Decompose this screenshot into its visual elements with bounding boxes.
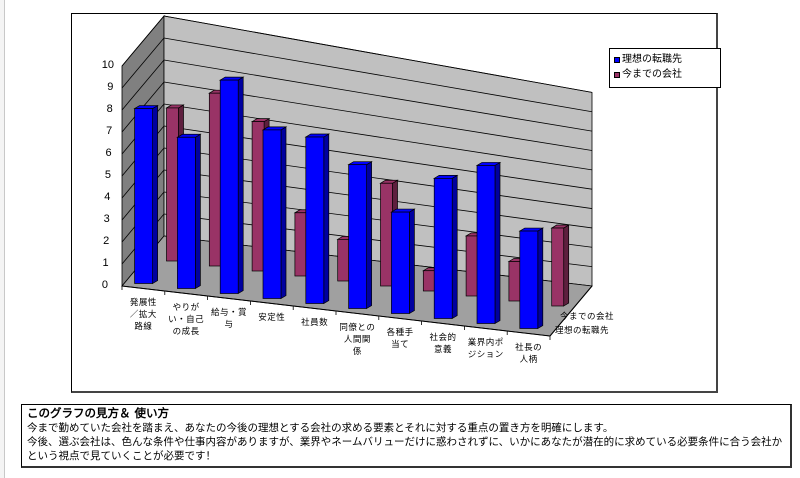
x-category-label: 各種手 当て: [386, 327, 414, 350]
y-tick-label: 0: [101, 279, 108, 291]
bar-current: [508, 261, 522, 302]
gridline: [163, 15, 593, 93]
bar-chart-3d: [121, 14, 593, 340]
x-category-label: 発展性 ／拡大 路線: [129, 297, 157, 332]
y-tick-label: 9: [107, 81, 114, 93]
bar-ideal: [305, 136, 325, 304]
bar-ideal-side: [537, 227, 544, 330]
bar-current: [208, 92, 222, 267]
bar-current: [422, 270, 436, 292]
y-tick-label: 3: [103, 213, 110, 225]
bar-ideal: [219, 79, 239, 294]
bar-ideal: [348, 164, 367, 309]
bar-current-side: [563, 224, 570, 307]
bar-ideal: [262, 129, 282, 299]
bar-ideal: [519, 230, 539, 329]
x-category-label: 社長の 人柄: [515, 342, 543, 365]
bar-current: [294, 212, 308, 277]
x-axis-line: [121, 285, 551, 337]
y-tick-label: 2: [103, 235, 110, 247]
legend-label: 理想の転職先: [622, 54, 682, 65]
bar-ideal-side: [366, 161, 372, 310]
side-gridline: [121, 37, 165, 89]
bar-current: [465, 235, 479, 297]
side-gridline: [121, 15, 165, 67]
x-category-label: 業界内ポ ジション: [467, 337, 504, 360]
legend-swatch-magenta-icon: [614, 71, 620, 78]
bar-current: [380, 182, 393, 287]
y-tick-label: 5: [104, 169, 111, 181]
y-tick-label: 8: [106, 103, 113, 115]
legend-label: 今までの会社: [622, 69, 682, 80]
y-tick-label: 1: [102, 257, 109, 269]
gridline: [163, 59, 593, 132]
bar-ideal: [134, 108, 153, 284]
legend-swatch-blue-icon: [614, 56, 620, 63]
x-category-label: やりが い・自己 の成長: [168, 302, 205, 337]
note-line-1: 今まで勤めていた会社を踏まえ、あなたの今後の理想とする会社の求める要素とそれに対…: [27, 422, 614, 434]
legend-item-current: 今までの会社: [614, 67, 720, 82]
depth-axis-label-current: 今までの会社: [560, 312, 615, 322]
bar-ideal: [476, 165, 496, 324]
gridline: [163, 37, 593, 113]
x-category-label: 同僚との 人間関 係: [339, 322, 376, 357]
note-line-2: 今後、選ぶ会社は、色んな条件や仕事内容がありますが、業界やネームバリューだけに惑…: [27, 436, 783, 462]
note-title: このグラフの見方＆ 使い方: [27, 406, 170, 420]
y-tick-label: 7: [106, 125, 113, 137]
x-category-label: 社会的 意義: [429, 332, 457, 355]
bar-ideal-side: [323, 133, 330, 305]
x-category-label: 安定性: [258, 312, 286, 323]
bar-ideal-side: [280, 126, 287, 300]
depth-axis-label-ideal: 理想の転職先: [555, 326, 610, 336]
side-gridline: [121, 59, 165, 111]
sheet-left-gutter: [0, 0, 5, 478]
chart-area[interactable]: 0 1 2 3 4 5 6 7 8 9 10 発展性 ／拡大 路線 やりが い・自己 の成長 給与・賞 …: [71, 13, 721, 393]
bar-ideal-side: [195, 133, 201, 290]
bar-current: [251, 121, 265, 272]
bar-ideal: [433, 178, 453, 319]
bar-ideal-side: [237, 76, 244, 295]
y-tick-label: 4: [104, 191, 111, 203]
usage-note-textbox[interactable]: このグラフの見方＆ 使い方 今まで勤めていた会社を踏まえ、あなたの今後の理想とす…: [21, 404, 792, 468]
bar-current: [337, 239, 351, 282]
bar-ideal: [391, 211, 410, 314]
bar-ideal: [177, 136, 196, 289]
depth-axis-line: [549, 285, 593, 337]
bar-ideal-side: [494, 161, 501, 325]
y-tick-label: 10: [101, 59, 114, 71]
x-category-label: 給与・賞 与: [210, 307, 247, 330]
x-category-label: 社員数: [301, 317, 329, 328]
chart-legend[interactable]: 理想の転職先 今までの会社: [609, 48, 721, 88]
y-tick-label: 6: [105, 147, 112, 159]
bar-current: [166, 107, 179, 262]
bar-current: [551, 227, 565, 307]
bar-ideal-side: [152, 104, 158, 285]
legend-item-ideal: 理想の転職先: [614, 52, 720, 67]
bar-ideal-side: [409, 208, 415, 315]
bar-ideal-side: [451, 174, 458, 320]
